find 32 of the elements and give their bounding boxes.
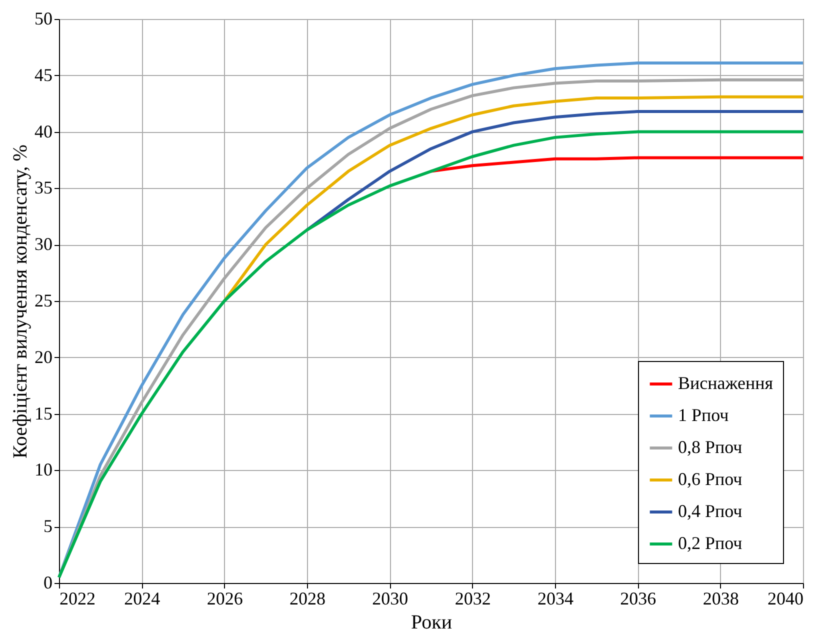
x-tick-label: 2028 <box>290 588 326 608</box>
line-series <box>306 110 804 232</box>
y-tick-label: 35 <box>34 178 52 198</box>
x-tick-label: 2036 <box>620 588 656 608</box>
x-axis-title: Роки <box>410 612 452 634</box>
legend-label: Виснаження <box>678 373 773 393</box>
x-tick-label: 2040 <box>768 588 804 608</box>
x-tick-label: 2026 <box>206 588 243 608</box>
x-tick-label: 2038 <box>702 588 739 608</box>
y-tick-label: 40 <box>34 121 52 142</box>
y-tick-label: 0 <box>44 572 52 592</box>
line-series <box>222 95 804 302</box>
legend-label: 0,8 Рпоч <box>678 437 742 457</box>
legend-label: 0,2 Рпоч <box>678 533 742 553</box>
y-tick-label: 20 <box>34 346 52 367</box>
y-tick-label: 15 <box>34 403 52 424</box>
y-tick-label: 30 <box>34 234 52 254</box>
x-tick-label: 2030 <box>372 588 408 608</box>
x-tick-label: 2022 <box>60 588 96 608</box>
line-series <box>430 156 804 173</box>
y-tick-label: 45 <box>34 64 52 85</box>
y-tick-label: 25 <box>34 290 52 310</box>
x-tick-label: 2034 <box>538 588 574 608</box>
legend-label: 0,6 Рпоч <box>678 469 742 489</box>
legend-label: 0,4 Рпоч <box>678 501 742 521</box>
legend-label: 1 Рпоч <box>678 405 729 425</box>
y-axis-title: Коефіцієнт вилучення конденсату, % <box>10 144 32 458</box>
x-tick-label: 2032 <box>454 588 491 608</box>
y-tick-label: 5 <box>44 516 52 536</box>
x-tick-label: 2024 <box>124 588 160 608</box>
y-tick-label: 10 <box>34 460 52 480</box>
y-tick-label: 50 <box>34 8 52 28</box>
